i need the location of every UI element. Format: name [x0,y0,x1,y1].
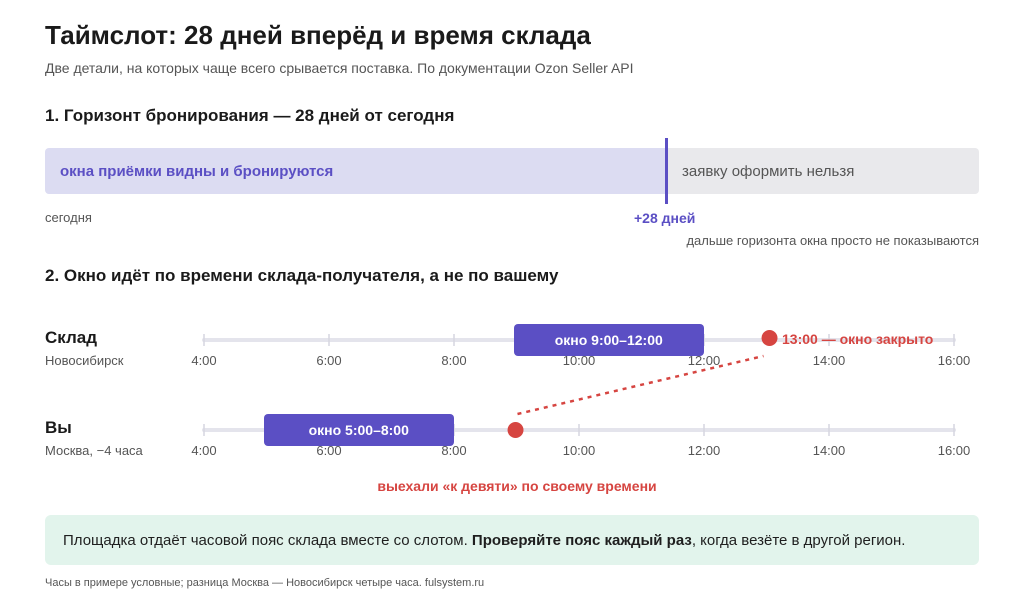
you-tick-label: 10:00 [563,443,596,458]
horizon-hidden-label: заявку оформить нельзя [682,162,855,180]
you-tick-label: 4:00 [191,443,216,458]
section1-title: 1. Горизонт бронирования — 28 дней от се… [45,106,455,125]
arrival-point [761,330,778,346]
horizon-visible-label: окна приёмки видны и бронируются [60,162,334,180]
wh-tick-label: 8:00 [441,353,466,368]
page-title: Таймслот: 28 дней вперёд и время склада [45,20,591,50]
warehouse-row-name: Склад [45,328,98,347]
horizon-note: дальше горизонта окна просто не показыва… [686,233,979,248]
page-subtitle: Две детали, на которых чаще всего срывае… [45,60,634,76]
you-row-name: Вы [45,418,72,437]
you-row-city: Москва, −4 часа [45,443,143,458]
wh-tick-label: 16:00 [938,353,971,368]
window-closed-label: 13:00 — окно закрыто [782,331,934,347]
you-tick-label: 16:00 [938,443,971,458]
horizon-hidden-zone: заявку оформить нельзя [666,148,979,194]
callout-text-before: Площадка отдаёт часовой пояс склада вмес… [63,531,472,549]
departure-label: выехали «к девяти» по своему времени [377,478,657,494]
you-window-box: окно 5:00–8:00 [263,414,454,446]
horizon-visible-zone: окна приёмки видны и бронируются [45,148,666,194]
warehouse-row-city: Новосибирск [45,353,124,368]
footer-note: Часы в примере условные; разница Москва … [45,577,485,589]
callout-text-bold: Проверяйте пояс каждый раз [471,531,692,549]
warehouse-window-box: окно 9:00–12:00 [513,324,704,356]
callout-text-after: , когда везёте в другой регион. [691,531,906,549]
timezone-callout: Площадка отдаёт часовой пояс склада вмес… [45,515,979,565]
callout-text: Площадка отдаёт часовой пояс склада вмес… [63,532,905,549]
wh-tick-label: 14:00 [813,353,846,368]
wh-tick-label: 6:00 [316,353,341,368]
horizon-marker [665,138,668,204]
you-tick-label: 12:00 [688,443,721,458]
shift-connector-line [517,354,764,416]
departure-point [507,422,524,438]
section2-title: 2. Окно идёт по времени склада-получател… [45,266,559,285]
horizon-days-label: +28 дней [634,210,696,226]
today-label: сегодня [45,210,92,225]
booking-horizon-bar: окна приёмки видны и бронируются заявку … [45,148,979,194]
wh-tick-label: 4:00 [191,353,216,368]
you-tick-label: 14:00 [813,443,846,458]
